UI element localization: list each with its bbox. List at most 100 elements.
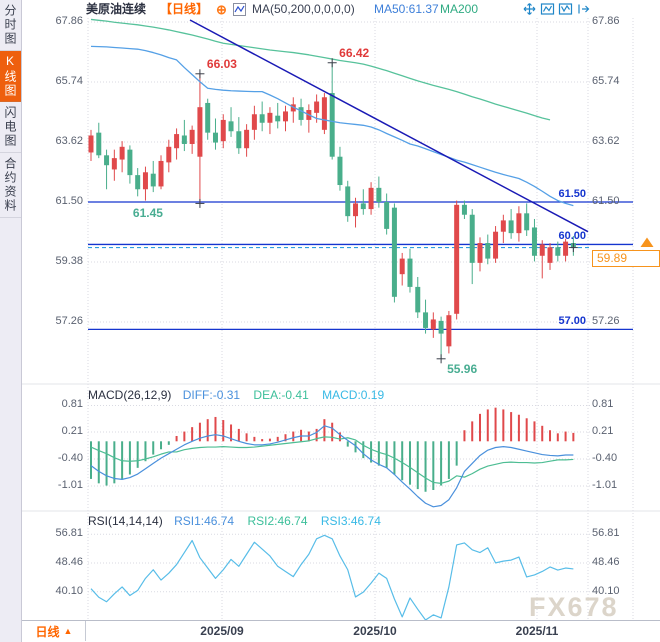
macd-hist-bar bbox=[276, 436, 279, 442]
x-axis-date-label: 2025/11 bbox=[515, 624, 559, 638]
macd-hist-bar bbox=[237, 428, 240, 442]
macd-axis-label: 0.81 bbox=[61, 398, 83, 411]
macd-hist-bar bbox=[354, 441, 357, 453]
macd-macd-value: MACD:0.19 bbox=[322, 388, 385, 402]
macd-hist-bar bbox=[253, 436, 256, 442]
macd-hist-bar bbox=[292, 431, 295, 442]
ma50-line bbox=[90, 45, 574, 207]
macd-hist-bar bbox=[128, 441, 131, 475]
level-label: 57.00 bbox=[558, 315, 586, 328]
macd-hist-bar bbox=[144, 441, 147, 462]
macd-hist-bar bbox=[214, 416, 217, 442]
macd-hist-bar bbox=[549, 430, 552, 442]
rsi-axis-label: 40.10 bbox=[592, 584, 620, 597]
rsi3-value: RSI3:46.74 bbox=[320, 514, 381, 528]
add-indicator-icon[interactable]: ⊕ bbox=[216, 2, 227, 17]
y-axis-label: 61.50 bbox=[55, 195, 83, 207]
trendline bbox=[189, 19, 589, 233]
macd-axis-label: 0.21 bbox=[592, 425, 614, 437]
macd-hist-bar bbox=[424, 441, 427, 492]
sidebar-item-label: 分时图 bbox=[3, 4, 17, 46]
macd-hist-bar bbox=[230, 424, 233, 442]
forward-icon[interactable] bbox=[576, 2, 591, 16]
macd-hist-bar bbox=[479, 413, 481, 442]
rsi-name: RSI(14,14,14) bbox=[88, 514, 163, 528]
macd-diff-value: DIFF:-0.31 bbox=[182, 388, 241, 402]
macd-axis-label: 0.81 bbox=[592, 398, 614, 411]
macd-hist-bar bbox=[572, 432, 575, 442]
diff-line bbox=[90, 425, 574, 508]
macd-hist-bar bbox=[556, 433, 559, 442]
macd-hist-bar bbox=[416, 441, 419, 490]
current-price-tag: 59.89 bbox=[592, 250, 660, 267]
sidebar-item-contract-info[interactable]: 合约资料 bbox=[0, 153, 21, 218]
macd-header: MACD(26,12,9) DIFF:-0.31 DEA:-0.41 MACD:… bbox=[88, 388, 384, 402]
ma200-line bbox=[90, 18, 551, 121]
macd-hist-bar bbox=[471, 421, 474, 442]
current-price-arrow-icon bbox=[640, 237, 654, 247]
macd-hist-bar bbox=[121, 441, 124, 479]
macd-hist-bar bbox=[525, 418, 528, 442]
macd-hist-bar bbox=[113, 441, 116, 484]
macd-hist-bar bbox=[90, 441, 92, 479]
macd-axis-label: -0.40 bbox=[57, 452, 83, 464]
macd-hist-bar bbox=[198, 422, 201, 442]
period-badge: 【日线】 bbox=[160, 2, 209, 16]
bottom-axis-divider bbox=[22, 620, 660, 621]
sidebar-item-kline[interactable]: K线图 bbox=[0, 51, 21, 102]
macd-hist-bar bbox=[401, 441, 404, 481]
ma200-value: MA200 bbox=[440, 2, 479, 16]
symbol-title: 美原油连续 bbox=[86, 2, 147, 16]
macd-hist-bar bbox=[261, 439, 264, 442]
y-axis-label: 65.74 bbox=[55, 74, 83, 87]
sidebar-item-label: 合约资料 bbox=[3, 157, 17, 213]
macd-hist-bar bbox=[541, 425, 544, 442]
macd-hist-bar bbox=[222, 420, 225, 442]
candles-layer bbox=[88, 62, 576, 359]
sidebar-item-label: K线图 bbox=[3, 54, 17, 98]
macd-hist-bar bbox=[432, 441, 435, 490]
watermark: FX678 bbox=[529, 592, 619, 622]
macd-hist-bar bbox=[564, 431, 567, 442]
sidebar: 分时图 K线图 闪电图 合约资料 bbox=[0, 0, 22, 642]
sidebar-item-timeshare[interactable]: 分时图 bbox=[0, 0, 21, 51]
macd-hist-bar bbox=[160, 441, 163, 450]
zoom-area-icon[interactable] bbox=[540, 2, 555, 16]
macd-hist-bar bbox=[338, 432, 341, 442]
low-price-annotation: 55.96 bbox=[447, 361, 478, 376]
macd-name: MACD(26,12,9) bbox=[88, 388, 172, 402]
chart-toolbar bbox=[522, 2, 591, 16]
sidebar-item-label: 闪电图 bbox=[3, 106, 17, 148]
macd-hist-bar bbox=[486, 409, 489, 442]
ma50-value: MA50:61.37 bbox=[374, 2, 439, 16]
ma-settings-label: MA(50,200,0,0,0,0) bbox=[252, 2, 355, 16]
macd-hist-bar bbox=[510, 412, 513, 442]
pan-icon[interactable] bbox=[522, 2, 537, 16]
macd-hist-bar bbox=[315, 428, 318, 442]
y-axis-label: 63.62 bbox=[55, 134, 83, 147]
rsi-axis-label: 56.81 bbox=[592, 527, 620, 540]
macd-axis-label: -0.40 bbox=[592, 452, 618, 464]
y-axis-label: 65.74 bbox=[592, 74, 620, 87]
macd-hist-bar bbox=[377, 441, 380, 466]
rsi2-value: RSI2:46.74 bbox=[247, 514, 308, 528]
macd-hist-bar bbox=[463, 430, 466, 442]
period-selector[interactable]: 日线 ▲ bbox=[23, 621, 86, 641]
macd-hist-bar bbox=[136, 441, 139, 468]
macd-axis-label: 0.21 bbox=[61, 425, 83, 437]
macd-hist-bar bbox=[183, 431, 186, 442]
y-axis-label: 59.38 bbox=[55, 255, 83, 267]
dea-line bbox=[90, 436, 574, 484]
sidebar-item-lightning[interactable]: 闪电图 bbox=[0, 102, 21, 153]
macd-axis-label: -1.01 bbox=[57, 479, 83, 491]
macd-dea-value: DEA:-0.41 bbox=[253, 388, 309, 402]
dropdown-arrow-icon: ▲ bbox=[63, 626, 73, 636]
macd-axis-label: -1.01 bbox=[592, 479, 618, 491]
macd-hist-bar bbox=[152, 441, 155, 455]
macd-hist-bar bbox=[167, 441, 170, 445]
macd-hist-bar bbox=[494, 407, 497, 442]
chart-style-icon[interactable] bbox=[558, 2, 573, 16]
y-axis-label: 57.26 bbox=[55, 315, 83, 327]
